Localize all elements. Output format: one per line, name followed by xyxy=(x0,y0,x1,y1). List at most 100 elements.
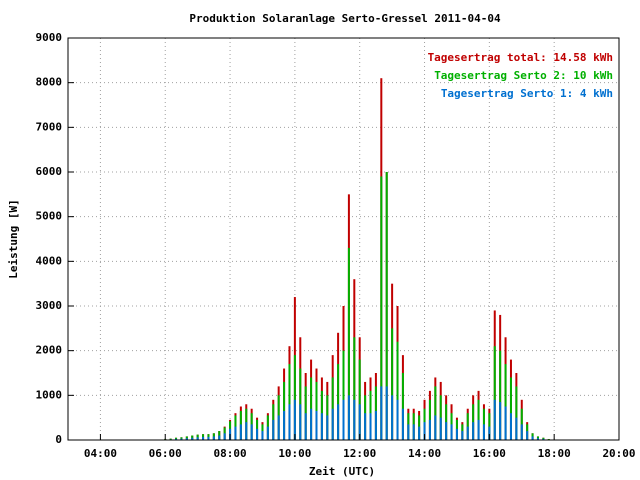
bar xyxy=(461,431,464,440)
bar xyxy=(266,426,269,440)
bar xyxy=(239,424,242,440)
bar xyxy=(509,413,512,440)
x-tick-label: 06:00 xyxy=(149,447,182,460)
bar xyxy=(536,438,539,440)
bar xyxy=(450,424,453,440)
x-tick-label: 16:00 xyxy=(473,447,506,460)
bar xyxy=(418,426,421,440)
plot-frame xyxy=(67,37,620,441)
plot-area xyxy=(68,37,620,441)
bar xyxy=(391,395,394,440)
bar xyxy=(482,424,485,440)
bar xyxy=(515,417,518,440)
bar xyxy=(488,426,491,440)
bar xyxy=(288,364,291,440)
x-tick-label: 10:00 xyxy=(278,447,311,460)
bar xyxy=(207,436,210,440)
bar xyxy=(175,438,178,440)
bar xyxy=(504,364,507,440)
bar xyxy=(407,424,410,440)
bar xyxy=(428,419,431,440)
bar xyxy=(364,413,367,440)
bar xyxy=(455,428,458,440)
bar xyxy=(245,422,248,440)
bar xyxy=(288,404,291,440)
bar xyxy=(434,415,437,440)
bar xyxy=(499,402,502,440)
bar xyxy=(396,399,399,440)
bar xyxy=(380,176,383,440)
bar xyxy=(234,426,237,440)
bar xyxy=(315,410,318,440)
bar xyxy=(401,373,404,440)
legend-entry: Tagesertrag total: 14.58 kWh xyxy=(428,51,613,64)
bar xyxy=(250,424,253,440)
bar xyxy=(326,415,329,440)
bar xyxy=(218,435,221,440)
x-tick-label: 18:00 xyxy=(538,447,571,460)
y-tick-label: 1000 xyxy=(36,388,63,401)
bar xyxy=(342,350,345,440)
x-tick-label: 12:00 xyxy=(343,447,376,460)
bar xyxy=(531,436,534,440)
bar xyxy=(310,408,313,440)
bar xyxy=(277,415,280,440)
bar xyxy=(342,399,345,440)
bar xyxy=(358,359,361,440)
bar xyxy=(536,436,539,440)
bar xyxy=(293,399,296,440)
y-tick-label: 2000 xyxy=(36,344,63,357)
bar xyxy=(509,377,512,440)
legend-entry: Tagesertrag Serto 2: 10 kWh xyxy=(434,69,613,82)
bar xyxy=(396,341,399,440)
bar xyxy=(283,410,286,440)
bar xyxy=(347,247,350,440)
bar xyxy=(353,337,356,440)
x-tick-label: 08:00 xyxy=(213,447,246,460)
bar xyxy=(380,386,383,440)
y-tick-label: 9000 xyxy=(36,31,63,44)
bar xyxy=(493,346,496,440)
bar xyxy=(272,419,275,440)
bar xyxy=(320,413,323,440)
y-tick-label: 6000 xyxy=(36,165,63,178)
bar xyxy=(466,426,469,440)
y-tick-label: 8000 xyxy=(36,76,63,89)
bar xyxy=(185,438,188,440)
bar xyxy=(515,386,518,440)
bar xyxy=(439,417,442,440)
bar xyxy=(434,386,437,440)
bar xyxy=(385,172,388,440)
bar xyxy=(293,355,296,440)
bar xyxy=(520,424,523,440)
bar xyxy=(358,404,361,440)
bar xyxy=(196,437,199,440)
bar xyxy=(477,419,480,440)
bar xyxy=(391,328,394,440)
y-axis-label: Leistung [W] xyxy=(7,199,20,278)
bar xyxy=(191,437,194,440)
y-tick-label: 5000 xyxy=(36,210,63,223)
bar xyxy=(256,428,259,440)
bar xyxy=(445,422,448,440)
bar xyxy=(526,431,529,440)
bar xyxy=(542,438,545,440)
bar xyxy=(374,410,377,440)
bar xyxy=(337,404,340,440)
bar xyxy=(499,350,502,440)
bar xyxy=(223,433,226,440)
bar xyxy=(423,422,426,440)
bar xyxy=(212,436,215,440)
legend-entry: Tagesertrag Serto 1: 4 kWh xyxy=(441,87,613,100)
y-tick-label: 0 xyxy=(55,433,62,446)
bar xyxy=(180,438,183,440)
bar xyxy=(331,408,334,440)
y-tick-label: 7000 xyxy=(36,120,63,133)
bar xyxy=(385,386,388,440)
bar xyxy=(261,431,264,440)
y-tick-label: 3000 xyxy=(36,299,63,312)
bar xyxy=(401,408,404,440)
x-tick-label: 14:00 xyxy=(408,447,441,460)
